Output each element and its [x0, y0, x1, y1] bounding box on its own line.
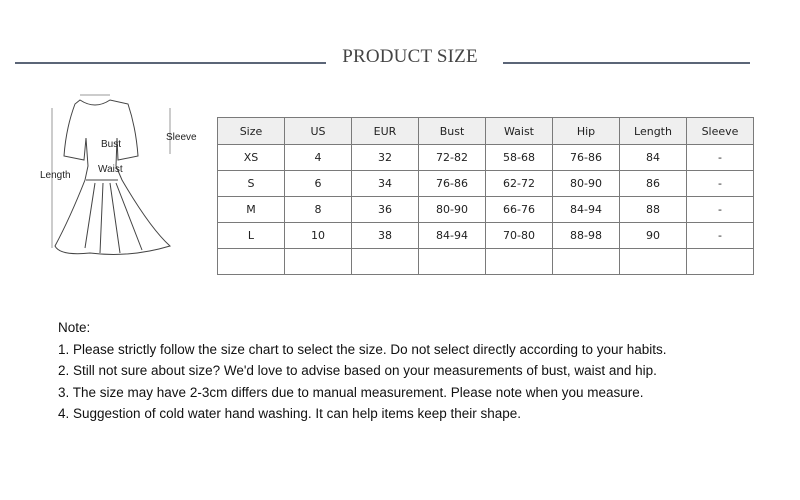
header-cell: Size	[217, 117, 285, 145]
table-cell: 66-76	[485, 196, 553, 223]
table-cell	[351, 248, 419, 275]
table-cell: 34	[351, 170, 419, 197]
table-cell: 90	[619, 222, 687, 249]
header-cell: Sleeve	[686, 117, 754, 145]
table-cell: 86	[619, 170, 687, 197]
notes-section: Note: 1. Please strictly follow the size…	[58, 317, 667, 425]
table-cell: 70-80	[485, 222, 553, 249]
table-cell: 80-90	[552, 170, 620, 197]
table-cell	[485, 248, 553, 275]
table-cell: S	[217, 170, 285, 197]
table-cell: 10	[284, 222, 352, 249]
table-cell: -	[686, 170, 754, 197]
table-cell: 88	[619, 196, 687, 223]
table-cell: -	[686, 222, 754, 249]
title-rule-right	[503, 62, 750, 64]
table-row	[217, 248, 754, 275]
header-cell: EUR	[351, 117, 419, 145]
notes-heading: Note:	[58, 320, 91, 335]
table-cell: 6	[284, 170, 352, 197]
table-row: XS 4 32 72-82 58-68 76-86 84-	[217, 144, 754, 171]
table-cell: 38	[351, 222, 419, 249]
table-cell	[552, 248, 620, 275]
table-cell	[619, 248, 687, 275]
dress-diagram	[51, 94, 171, 255]
table-row: S 6 34 76-86 62-72 80-90 86-	[217, 170, 754, 197]
header-cell: US	[284, 117, 352, 145]
table-cell: 80-90	[418, 196, 486, 223]
size-table: Size US EUR Bust Waist Hip Length Sleeve…	[217, 117, 754, 275]
table-cell: M	[217, 196, 285, 223]
table-cell: -	[686, 196, 754, 223]
table-cell: 76-86	[552, 144, 620, 171]
table-cell: 4	[284, 144, 352, 171]
table-header-row: Size US EUR Bust Waist Hip Length Sleeve	[217, 117, 754, 145]
table-cell: 72-82	[418, 144, 486, 171]
table-row: L 10 38 84-94 70-80 88-98 90-	[217, 222, 754, 249]
table-cell: 76-86	[418, 170, 486, 197]
title-rule-left	[15, 62, 326, 64]
table-cell: 88-98	[552, 222, 620, 249]
page-title: PRODUCT SIZE	[342, 46, 478, 67]
table-cell	[284, 248, 352, 275]
table-cell: XS	[217, 144, 285, 171]
table-cell: 62-72	[485, 170, 553, 197]
table-row: M 8 36 80-90 66-76 84-94 88-	[217, 196, 754, 223]
table-cell: -	[686, 144, 754, 171]
table-cell	[217, 248, 285, 275]
table-cell	[418, 248, 486, 275]
note-item: 3. The size may have 2-3cm differs due t…	[58, 384, 644, 400]
table-cell: 84-94	[552, 196, 620, 223]
table-cell: 58-68	[485, 144, 553, 171]
header-cell: Bust	[418, 117, 486, 145]
table-cell	[686, 248, 754, 275]
waist-label: Waist	[98, 164, 123, 175]
table-cell: 32	[351, 144, 419, 171]
header-cell: Waist	[485, 117, 553, 145]
table-cell: 84-94	[418, 222, 486, 249]
table-cell: 36	[351, 196, 419, 223]
table-cell: 84	[619, 144, 687, 171]
length-label: Length	[40, 170, 71, 181]
bust-label: Bust	[101, 139, 122, 150]
note-item: 1. Please strictly follow the size chart…	[58, 341, 667, 357]
sleeve-label: Sleeve	[166, 132, 197, 143]
note-item: 2. Still not sure about size? We'd love …	[58, 363, 657, 378]
table-cell: L	[217, 222, 285, 249]
header-cell: Hip	[552, 117, 620, 145]
header-cell: Length	[619, 117, 687, 145]
table-cell: 8	[284, 196, 352, 223]
note-item: 4. Suggestion of cold water hand washing…	[58, 406, 522, 421]
